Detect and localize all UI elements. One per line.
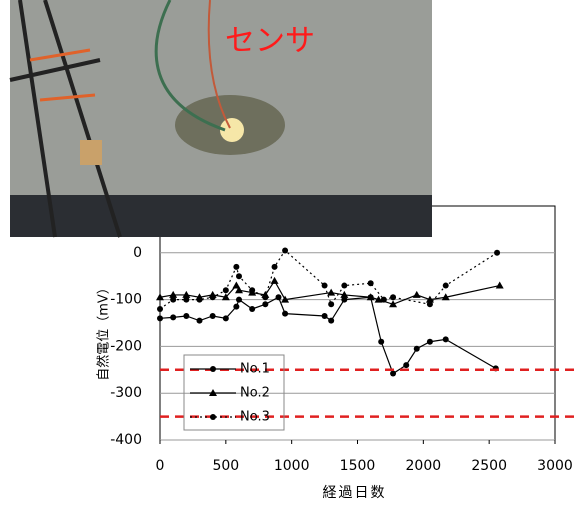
shadow	[10, 195, 432, 237]
data-point	[341, 283, 347, 289]
data-point	[210, 313, 216, 319]
data-point	[262, 301, 268, 307]
data-point	[381, 297, 387, 303]
x-tick-label: 2500	[471, 458, 507, 474]
data-point	[170, 297, 176, 303]
data-point	[282, 247, 288, 253]
data-point	[183, 313, 189, 319]
data-point	[427, 339, 433, 345]
x-tick-label: 2000	[406, 458, 442, 474]
data-point	[157, 306, 163, 312]
plot-area	[160, 206, 555, 440]
x-tick-label: 1000	[274, 458, 310, 474]
data-point	[328, 318, 334, 324]
legend-marker	[210, 414, 216, 420]
data-point	[378, 339, 384, 345]
y-tick-label: -200	[110, 338, 142, 354]
y-tick-label: -400	[110, 432, 142, 448]
photo-label: センサ	[225, 24, 315, 59]
data-point	[494, 250, 500, 256]
data-point	[183, 297, 189, 303]
data-point	[427, 301, 433, 307]
data-point	[233, 264, 239, 270]
data-point	[157, 315, 163, 321]
data-point	[249, 287, 255, 293]
data-point	[322, 313, 328, 319]
y-tick-label: -300	[110, 385, 142, 401]
data-point	[223, 287, 229, 293]
y-axis-label: 自然電位（mV）	[96, 281, 112, 381]
y-tick-label: -100	[110, 292, 142, 308]
data-point	[443, 283, 449, 289]
data-point	[223, 315, 229, 321]
x-tick-label: 500	[212, 458, 239, 474]
data-point	[210, 294, 216, 300]
data-point	[170, 314, 176, 320]
legend-label: No.1	[240, 362, 270, 377]
data-point	[249, 306, 255, 312]
chart: -400 -300 -200 -100 0 0 500 1000 1500 2000 2500 300…	[96, 206, 579, 501]
x-tick-label: 0	[156, 458, 165, 474]
data-point	[236, 297, 242, 303]
data-point	[322, 283, 328, 289]
photo: センサ	[10, 0, 432, 237]
data-point	[236, 273, 242, 279]
box	[80, 140, 102, 165]
data-point	[282, 311, 288, 317]
x-tick-label: 1500	[340, 458, 376, 474]
data-point	[390, 294, 396, 300]
data-point	[276, 294, 282, 300]
figure: -400 -300 -200 -100 0 0 500 1000 1500 2000 2500 300…	[0, 0, 579, 505]
legend-marker	[210, 366, 216, 372]
legend-label: No.2	[240, 386, 270, 401]
data-point	[390, 371, 396, 377]
data-point	[414, 346, 420, 352]
data-point	[197, 297, 203, 303]
data-point	[262, 294, 268, 300]
data-point	[328, 301, 334, 307]
data-point	[272, 264, 278, 270]
data-point	[403, 362, 409, 368]
data-point	[443, 336, 449, 342]
x-axis-label: 経過日数	[323, 485, 387, 501]
data-point	[368, 280, 374, 286]
x-tick-label: 3000	[537, 458, 573, 474]
data-point	[233, 304, 239, 310]
y-tick-label: 0	[133, 245, 142, 261]
data-point	[197, 318, 203, 324]
legend-label: No.3	[240, 410, 270, 425]
